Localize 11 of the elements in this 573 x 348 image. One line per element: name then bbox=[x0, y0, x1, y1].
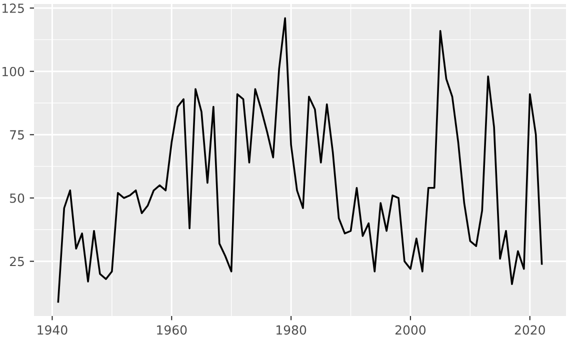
x-tick-label: 2020 bbox=[514, 325, 545, 335]
x-tick-label: 2000 bbox=[395, 325, 426, 335]
line-series bbox=[57, 17, 543, 303]
y-tick-label: 75 bbox=[10, 130, 24, 140]
y-tick-label: 25 bbox=[10, 256, 24, 266]
y-tick-label: 50 bbox=[10, 193, 24, 203]
x-tick-label: 1980 bbox=[276, 325, 306, 335]
y-tick-label: 125 bbox=[2, 4, 24, 13]
y-tick-label: 100 bbox=[2, 66, 24, 76]
x-tick-label: 1940 bbox=[38, 325, 68, 335]
x-tick-label: 1960 bbox=[157, 325, 187, 335]
